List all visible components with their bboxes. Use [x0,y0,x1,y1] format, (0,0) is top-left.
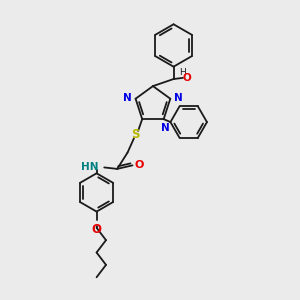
Text: N: N [161,123,170,133]
Text: HN: HN [81,162,99,172]
Text: S: S [131,128,140,141]
Text: O: O [92,223,102,236]
Text: N: N [174,92,183,103]
Text: H: H [179,68,186,77]
Text: O: O [134,160,144,170]
Text: N: N [123,92,131,103]
Text: O: O [183,73,192,82]
